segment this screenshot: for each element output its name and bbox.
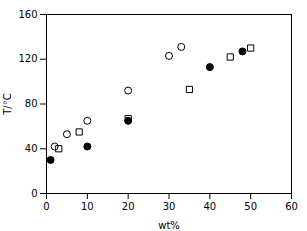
svg-text:40: 40 bbox=[203, 201, 216, 212]
svg-text:T/°C: T/°C bbox=[2, 93, 13, 115]
svg-text:30: 30 bbox=[163, 201, 176, 212]
svg-text:40: 40 bbox=[25, 143, 38, 154]
svg-text:wt%: wt% bbox=[158, 220, 180, 231]
svg-text:160: 160 bbox=[18, 9, 37, 20]
svg-text:0: 0 bbox=[31, 188, 37, 199]
svg-text:80: 80 bbox=[25, 98, 38, 109]
svg-text:20: 20 bbox=[122, 201, 135, 212]
svg-text:50: 50 bbox=[244, 201, 257, 212]
svg-text:10: 10 bbox=[81, 201, 94, 212]
svg-text:60: 60 bbox=[285, 201, 298, 212]
svg-text:0: 0 bbox=[43, 201, 49, 212]
svg-text:120: 120 bbox=[18, 53, 37, 64]
